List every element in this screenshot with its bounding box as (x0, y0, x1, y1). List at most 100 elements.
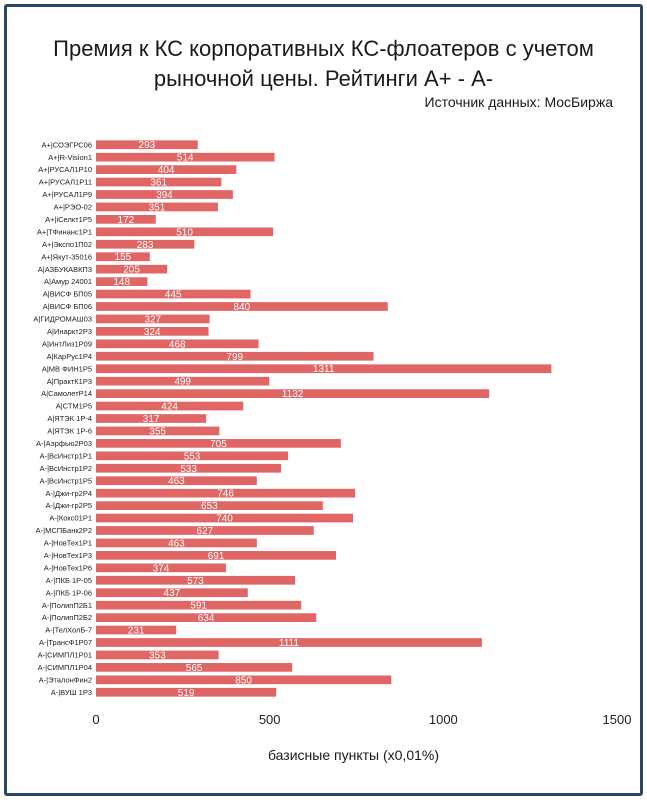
bar (96, 351, 374, 361)
bar (96, 389, 490, 398)
category-label: A+|iСелкт1Р5 (45, 215, 92, 224)
bar (96, 488, 356, 498)
bar (96, 675, 392, 685)
category-label: A|СамолетР14 (41, 389, 92, 398)
category-label: A|ЯТЭК 1Р-6 (47, 427, 92, 436)
bar (96, 190, 233, 199)
bar (96, 476, 257, 486)
bar (96, 513, 354, 523)
bar (96, 327, 209, 336)
category-label: A-|ЭталонФин2 (39, 675, 92, 684)
bar (96, 401, 244, 411)
value-label: 705 (210, 439, 227, 450)
bar (96, 563, 226, 573)
category-label: A-|ВУШ 1Р3 (51, 688, 92, 697)
value-label: 327 (144, 314, 161, 325)
value-label: 355 (149, 426, 166, 437)
category-label: A|КарРус1Р4 (47, 352, 92, 361)
category-label: A+|R-Vision1 (48, 153, 92, 162)
bar (96, 575, 296, 585)
value-label: 514 (177, 153, 194, 164)
value-label: 351 (149, 202, 166, 213)
x-tick-label: 1000 (429, 712, 458, 727)
category-label: A|АЗБУКАВКП3 (38, 265, 92, 274)
page-frame (4, 4, 643, 796)
category-label: A-|ВсИнстр1Р2 (40, 464, 92, 473)
value-label: 283 (137, 240, 154, 251)
value-label: 463 (168, 538, 185, 549)
category-label: A+|Якут-35016 (41, 252, 92, 261)
category-label: A-|Джи-гр2Р4 (46, 489, 92, 498)
value-label: 591 (190, 601, 207, 612)
value-label: 293 (139, 140, 156, 151)
category-label: A-|ПКБ 1Р-05 (46, 576, 92, 585)
chart-title-line-2: рыночной цены. Рейтинги А+ - А- (153, 66, 494, 91)
value-label: 627 (197, 526, 214, 537)
bar (96, 414, 207, 423)
value-label: 463 (168, 476, 185, 487)
category-label: A-|Аэрфью2Р03 (36, 439, 92, 448)
category-label: A|ПрактК1Р3 (47, 377, 92, 386)
bar (96, 277, 148, 286)
category-label: A-|ВсИнстр1Р5 (40, 476, 92, 485)
category-label: A-|ПКБ 1Р-06 (46, 588, 92, 597)
category-label: A+|Экспо1П02 (42, 240, 92, 249)
category-label: A-|НовТех1Р3 (44, 551, 92, 560)
bar (96, 588, 248, 598)
bar (96, 376, 270, 386)
bar (96, 526, 314, 535)
value-label: 1132 (282, 389, 304, 400)
bar (96, 426, 220, 436)
value-label: 468 (169, 339, 186, 350)
bar (96, 227, 274, 237)
value-label: 394 (156, 190, 173, 201)
category-label: A+|РУСАЛ1Р10 (38, 165, 92, 174)
bar (96, 202, 218, 212)
value-label: 519 (178, 688, 195, 699)
value-label: 799 (226, 352, 243, 363)
bar (96, 252, 150, 262)
category-label: A|ВИСФ БП05 (43, 290, 92, 299)
x-tick-label: 0 (92, 712, 99, 727)
value-label: 553 (184, 451, 201, 462)
category-label: A+|СОЭГРС06 (41, 140, 92, 149)
bar (96, 339, 259, 349)
value-label: 850 (235, 675, 252, 686)
category-label: A-|Джи-гр2Р5 (46, 501, 92, 510)
value-label: 653 (201, 501, 218, 512)
x-axis-label: базисные пункты (х0,01%) (267, 747, 439, 763)
value-label: 499 (174, 377, 191, 388)
value-label: 1111 (279, 638, 299, 649)
bar (96, 314, 210, 324)
category-label: A-|ТрансФ1Р07 (39, 638, 92, 647)
category-label: A-|Кокс01Р1 (49, 514, 92, 523)
bar (96, 165, 237, 174)
value-label: 437 (164, 588, 181, 599)
bar (96, 215, 156, 224)
bar (96, 140, 198, 150)
value-label: 533 (180, 464, 197, 475)
category-label: A+|РУСАЛ1Р9 (42, 190, 92, 199)
bar (96, 451, 289, 461)
bar (96, 364, 552, 374)
category-label: A+|РУСАЛ1Р11 (39, 178, 92, 187)
value-label: 634 (198, 613, 215, 624)
category-label: A-|ТелХолБ-7 (45, 626, 92, 635)
value-label: 565 (186, 663, 203, 674)
bar (96, 264, 168, 274)
bar (96, 551, 337, 560)
category-label: A-|ПолипП2Б1 (42, 601, 92, 610)
value-label: 424 (161, 402, 178, 413)
category-label: A-|НовТех1Р6 (44, 563, 92, 572)
value-label: 840 (234, 302, 251, 313)
category-label: A|ВИСФ БП06 (43, 302, 92, 311)
x-tick-label: 500 (259, 712, 281, 727)
chart-title: Премия к КС корпоративных КС-флоатеров с… (0, 34, 647, 94)
value-label: 740 (216, 514, 233, 525)
value-label: 1311 (313, 364, 335, 375)
category-label: A-|ПолипП2Б2 (42, 613, 92, 622)
category-label: A-|МСПБанк2Р2 (36, 526, 92, 535)
bar (96, 650, 219, 660)
bar (96, 538, 257, 548)
